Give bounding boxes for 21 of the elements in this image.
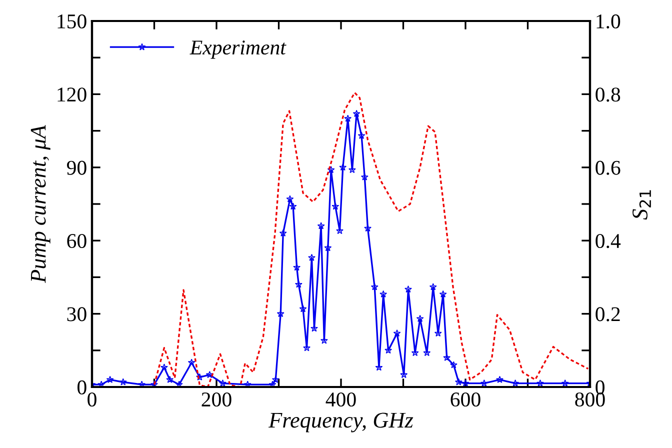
y-tick-label: 60	[67, 234, 86, 248]
y-tick-label: 120	[58, 88, 86, 102]
y-tick-label: 30	[67, 307, 86, 322]
y2-axis-title: S$_{21}$	[632, 190, 651, 220]
y2-tick-label: 0.2	[596, 307, 620, 322]
x-axis-title: Frequency, GHz	[268, 412, 414, 432]
y-axis-title: Pump current, μA	[30, 125, 50, 284]
y2-tick-label: 0.4	[596, 234, 621, 248]
y-tick-label: 150	[58, 14, 86, 28]
x-tick-label: 0	[88, 392, 96, 407]
legend-label: Experiment	[190, 40, 286, 59]
y2-tick-label: 0	[596, 380, 604, 394]
y-tick-label: 0	[78, 380, 86, 394]
x-tick-label: 400	[326, 392, 356, 407]
y2-tick-label: 1.0	[596, 14, 620, 29]
y2-tick-label: 0.6	[596, 160, 620, 175]
y-tick-label: 90	[66, 160, 86, 175]
x-tick-label: 200	[202, 392, 232, 407]
y2-tick-label: 0.8	[596, 88, 620, 102]
x-tick-label: 600	[450, 392, 480, 407]
x-tick-label: 800	[575, 392, 605, 407]
